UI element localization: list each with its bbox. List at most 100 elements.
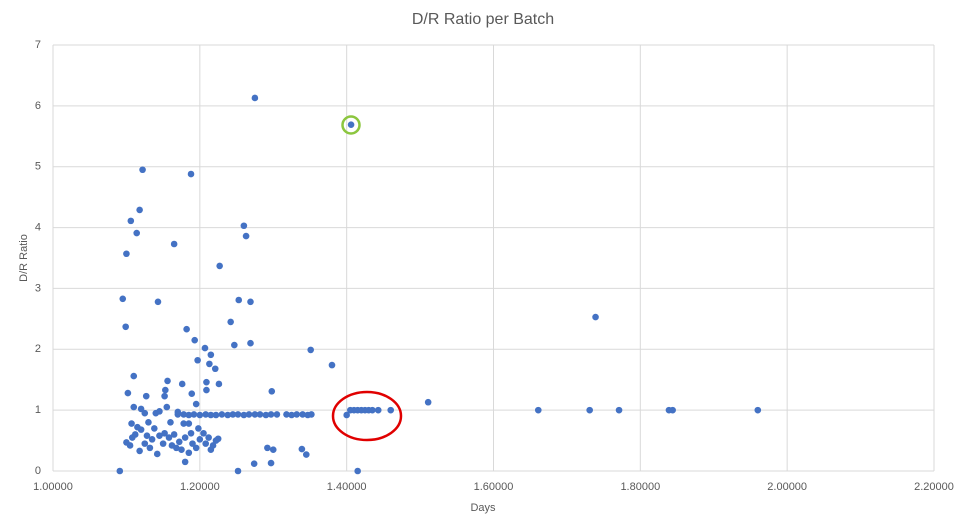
point (159, 440, 167, 447)
point (201, 344, 209, 352)
point (178, 380, 186, 388)
point (190, 411, 198, 418)
point (191, 336, 198, 344)
point (185, 411, 193, 419)
x-tick-label: 2.20000 (914, 481, 954, 493)
point (534, 406, 542, 414)
point (207, 351, 215, 359)
point (203, 386, 210, 394)
grid (52, 44, 935, 472)
point (188, 390, 196, 398)
x-axis-label: Days (470, 502, 496, 514)
x-tick-label: 1.00000 (33, 481, 73, 493)
point (122, 323, 129, 331)
point (128, 420, 135, 427)
point (196, 436, 204, 443)
point (173, 444, 180, 452)
point (242, 232, 250, 240)
y-tick-label: 7 (35, 39, 41, 51)
point (288, 411, 295, 419)
point (167, 419, 174, 426)
point (754, 406, 762, 414)
point (207, 411, 215, 419)
point (224, 411, 232, 419)
point (209, 442, 217, 449)
x-tick-label: 1.60000 (474, 481, 514, 493)
point (130, 403, 138, 411)
point (268, 387, 276, 395)
point (387, 406, 395, 414)
point (299, 411, 306, 418)
point (127, 217, 135, 225)
y-tick-label: 0 (35, 465, 41, 477)
point (307, 346, 314, 354)
point (137, 405, 145, 413)
point (240, 411, 248, 419)
y-tick-label: 6 (35, 100, 41, 112)
point (424, 398, 432, 406)
point (192, 400, 200, 408)
point (293, 411, 301, 418)
y-tick-label: 4 (35, 221, 41, 233)
point (178, 446, 185, 454)
point (137, 426, 145, 433)
point (116, 467, 124, 475)
point (308, 411, 315, 418)
point (124, 389, 132, 397)
point (192, 444, 200, 452)
highlight-circle (341, 115, 361, 135)
point (302, 451, 310, 458)
point (240, 222, 248, 230)
point (269, 446, 277, 454)
point (145, 419, 152, 426)
point (247, 339, 254, 347)
point (298, 445, 306, 453)
point (283, 411, 290, 418)
point (229, 411, 237, 418)
point (141, 409, 149, 417)
point (264, 444, 271, 452)
y-tick-label: 1 (35, 404, 41, 416)
point (218, 411, 226, 418)
point (250, 460, 258, 467)
point (123, 250, 130, 258)
point (245, 411, 253, 418)
point (343, 411, 350, 419)
point (195, 425, 202, 432)
point (262, 411, 270, 419)
point (216, 262, 223, 270)
point (267, 411, 275, 418)
point (196, 411, 204, 419)
point (170, 240, 178, 248)
point (202, 440, 210, 447)
point (202, 411, 210, 418)
point (187, 170, 195, 178)
x-tick-label: 1.40000 (327, 481, 367, 493)
point (592, 313, 599, 321)
point (231, 341, 238, 349)
point (273, 411, 281, 418)
point (183, 325, 190, 333)
x-tick-label: 1.80000 (620, 481, 660, 493)
point (136, 447, 143, 455)
point (354, 467, 361, 475)
point (256, 411, 264, 418)
point (148, 436, 156, 443)
point (215, 380, 223, 388)
point (131, 431, 139, 438)
y-tick-label: 2 (35, 343, 41, 355)
point (234, 467, 242, 475)
point (185, 420, 193, 427)
point (185, 449, 193, 457)
point (170, 431, 178, 438)
point (251, 94, 259, 102)
point (181, 434, 189, 441)
point (669, 406, 676, 414)
point (161, 429, 168, 437)
point (235, 296, 243, 304)
point (163, 403, 171, 411)
y-tick-label: 3 (35, 282, 41, 294)
point (347, 121, 355, 129)
point (212, 411, 220, 419)
